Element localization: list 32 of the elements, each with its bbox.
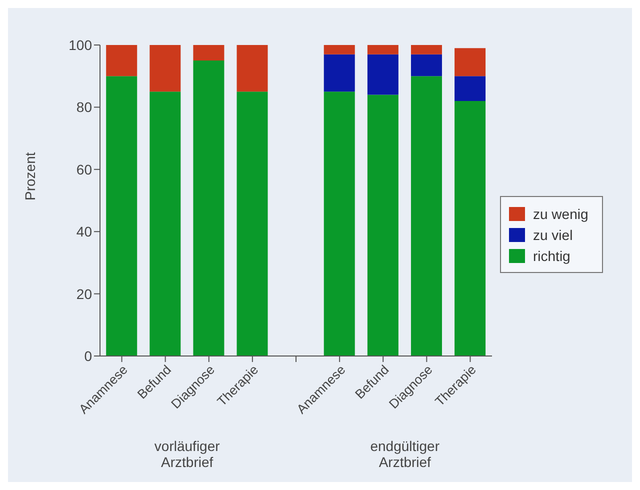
y-tick-label: 100 <box>68 36 92 53</box>
text: endgültiger Arztbrief <box>369 438 441 470</box>
bar <box>454 48 486 76</box>
bar <box>106 76 138 356</box>
legend-label: richtig <box>533 248 570 264</box>
y-tick-label: 60 <box>76 161 92 178</box>
legend-label: zu wenig <box>533 206 588 222</box>
bar <box>150 92 181 356</box>
bar <box>367 94 398 356</box>
y-tick-label: 80 <box>76 99 92 116</box>
bar <box>367 54 398 95</box>
bar <box>324 45 355 54</box>
legend-label: zu viel <box>533 226 573 242</box>
bar <box>106 45 138 76</box>
bar <box>454 100 486 356</box>
y-tick-label: 40 <box>76 224 92 240</box>
bar <box>410 45 442 54</box>
bar <box>193 60 224 356</box>
bar <box>410 76 442 356</box>
bar <box>150 45 181 92</box>
y-tick-label: 20 <box>76 286 92 302</box>
bar <box>324 54 355 92</box>
bar <box>236 45 268 92</box>
y-tick-label: 0 <box>84 348 92 364</box>
bar <box>193 45 224 61</box>
bar <box>367 45 398 54</box>
bar <box>236 92 268 356</box>
text: vorläufiger Arztbrief <box>153 438 221 470</box>
bar <box>324 92 355 356</box>
bar <box>410 54 442 76</box>
y-axis-title: Prozent <box>22 152 38 200</box>
bar <box>454 76 486 101</box>
